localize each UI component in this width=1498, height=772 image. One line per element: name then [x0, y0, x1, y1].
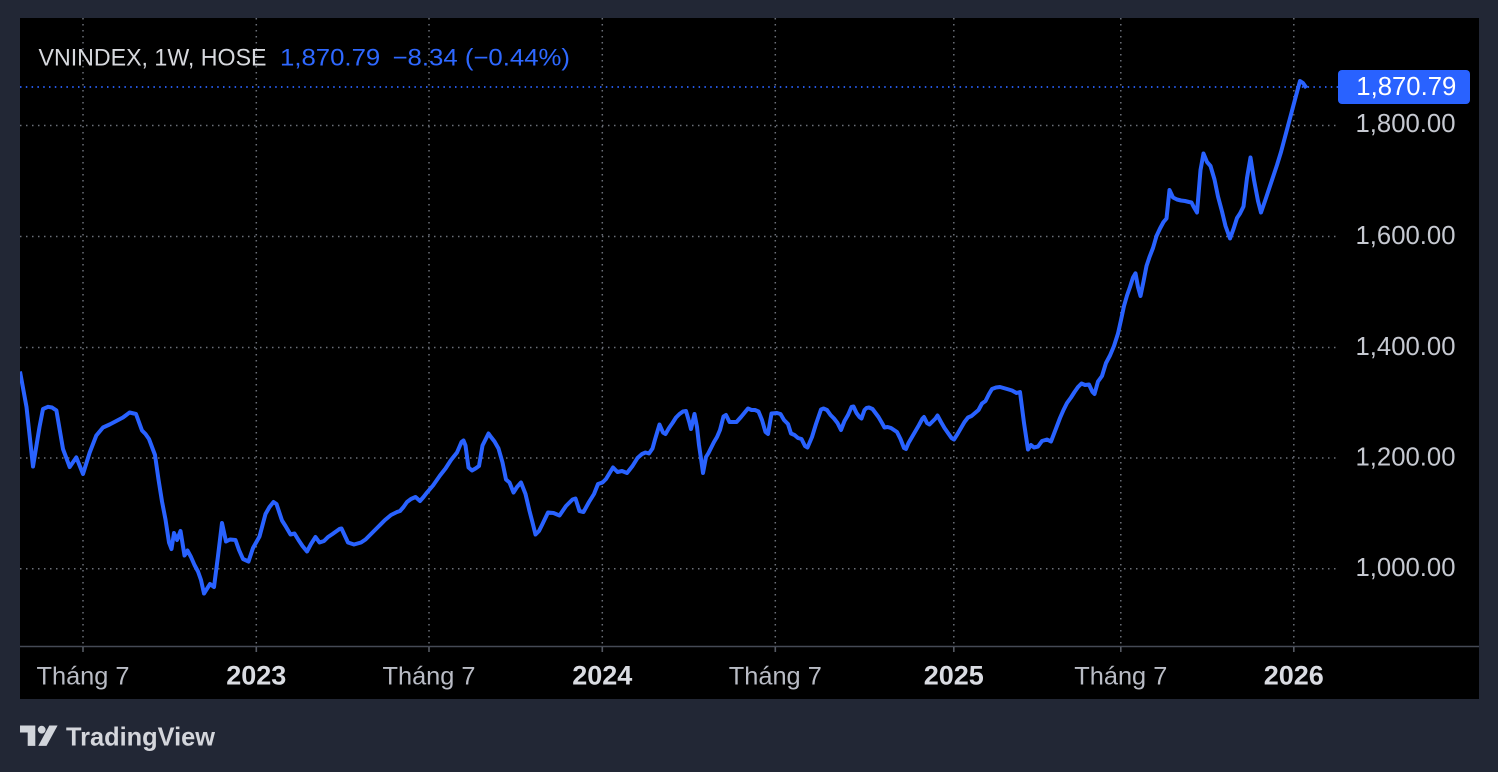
svg-text:Tháng 7: Tháng 7	[1074, 663, 1167, 691]
svg-text:2023: 2023	[226, 661, 286, 691]
svg-text:2026: 2026	[1264, 661, 1324, 691]
svg-text:2025: 2025	[924, 661, 984, 691]
svg-text:1,000.00: 1,000.00	[1356, 552, 1456, 582]
svg-text:1,600.00: 1,600.00	[1356, 220, 1456, 250]
svg-text:Tháng 7: Tháng 7	[383, 663, 476, 691]
svg-text:1,870.79: 1,870.79	[1356, 71, 1456, 101]
svg-text:1,400.00: 1,400.00	[1356, 331, 1456, 361]
svg-text:Tháng 7: Tháng 7	[729, 663, 822, 691]
svg-text:TradingView: TradingView	[66, 722, 216, 752]
svg-text:VNINDEX, 1W, HOSE: VNINDEX, 1W, HOSE	[39, 45, 267, 72]
svg-text:1,200.00: 1,200.00	[1356, 441, 1456, 471]
svg-text:1,800.00: 1,800.00	[1356, 108, 1456, 138]
svg-text:Tháng 7: Tháng 7	[37, 663, 130, 691]
svg-text:1,870.79 −8.34 (−0.44%): 1,870.79 −8.34 (−0.44%)	[280, 45, 570, 72]
svg-text:2024: 2024	[572, 661, 632, 691]
